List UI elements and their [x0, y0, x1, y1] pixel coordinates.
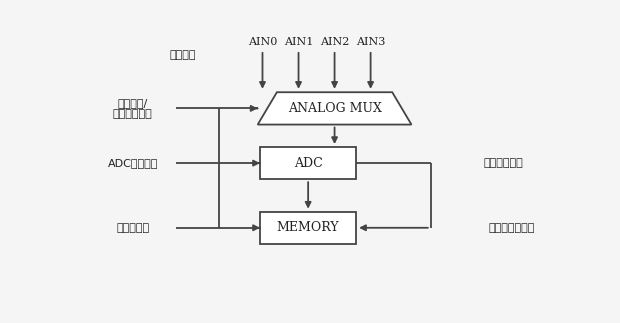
- Text: ANALOG MUX: ANALOG MUX: [288, 102, 381, 115]
- Text: AIN2: AIN2: [320, 37, 349, 47]
- Text: ADC: ADC: [294, 157, 322, 170]
- Text: 存储器地址: 存储器地址: [116, 223, 149, 233]
- Text: MEMORY: MEMORY: [277, 221, 340, 234]
- Text: AIN0: AIN0: [248, 37, 277, 47]
- Text: ADC转换信号: ADC转换信号: [108, 158, 158, 168]
- Bar: [260, 147, 356, 179]
- Text: AIN1: AIN1: [284, 37, 313, 47]
- Bar: [260, 212, 356, 244]
- Text: 转换结束信号: 转换结束信号: [484, 158, 523, 168]
- Text: 当前地址/
通道选择信号: 当前地址/ 通道选择信号: [113, 98, 153, 119]
- Text: 模拟输入: 模拟输入: [170, 50, 197, 60]
- Text: 存储器写入控制: 存储器写入控制: [489, 223, 534, 233]
- Text: AIN3: AIN3: [356, 37, 385, 47]
- Polygon shape: [258, 92, 412, 125]
